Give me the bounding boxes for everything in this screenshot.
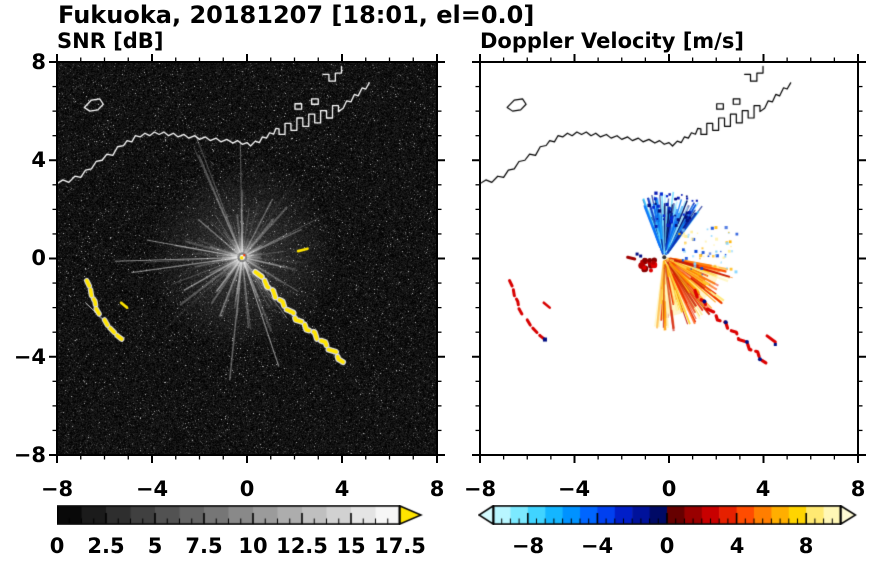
snr-plot-canvas [57,62,437,455]
colorbar-tick-label: 4 [729,534,745,558]
colorbar-tick-label: 0 [659,534,675,558]
x-tick-label: −4 [135,477,169,501]
snr-colorbar [57,505,424,525]
y-tick-label: −8 [13,443,46,467]
colorbar-tick-label: 0 [49,534,65,558]
colorbar-tick-label: 10 [238,534,268,558]
y-tick-label: 8 [31,50,46,74]
y-tick-label: −4 [13,345,46,369]
velocity-plot-canvas [480,62,858,455]
colorbar-tick-label: 12.5 [276,534,328,558]
x-tick-label: 8 [850,477,866,501]
snr-panel-title: SNR [dB] [57,29,164,53]
x-tick-label: −4 [557,477,591,501]
colorbar-tick-label: 8 [798,534,814,558]
colorbar-tick-label: 17.5 [374,534,426,558]
colorbar-tick-label: 5 [147,534,163,558]
x-tick-label: 0 [239,477,255,501]
x-tick-label: −8 [463,477,497,501]
colorbar-tick-label: 2.5 [87,534,125,558]
y-tick-label: 0 [31,246,46,270]
figure-title: Fukuoka, 20181207 [18:01, el=0.0] [58,1,535,29]
x-tick-label: 4 [334,477,350,501]
y-tick-label: 4 [31,148,46,172]
velocity-colorbar [478,505,858,525]
colorbar-tick-label: 15 [336,534,366,558]
x-tick-label: 4 [755,477,771,501]
velocity-panel-title: Doppler Velocity [m/s] [480,29,744,53]
colorbar-tick-label: 7.5 [185,534,223,558]
x-tick-label: 0 [661,477,677,501]
colorbar-tick-label: −8 [511,534,545,558]
colorbar-tick-label: −4 [580,534,614,558]
x-tick-label: 8 [429,477,445,501]
x-tick-label: −8 [40,477,74,501]
